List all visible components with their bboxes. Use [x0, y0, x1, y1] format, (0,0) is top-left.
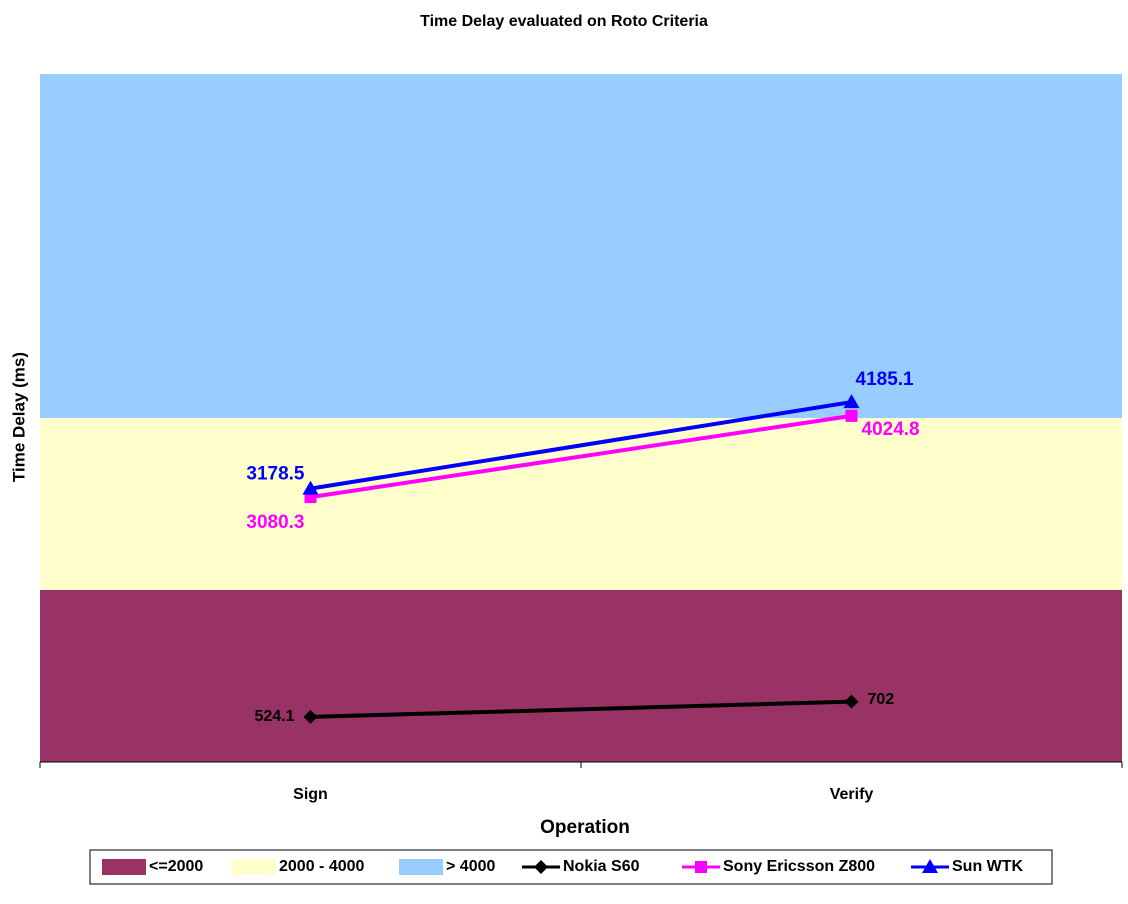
- legend-swatch: [232, 859, 276, 875]
- legend-marker: [534, 860, 548, 874]
- y-axis-label: Time Delay (ms): [9, 352, 28, 482]
- data-point: [843, 394, 860, 409]
- data-point: [302, 480, 319, 495]
- legend-marker: [695, 861, 707, 873]
- data-point: [844, 694, 859, 709]
- data-label: 4024.8: [862, 419, 920, 440]
- data-point: [303, 709, 318, 724]
- legend-label: Sun WTK: [952, 858, 1024, 875]
- data-label: 702: [868, 691, 895, 708]
- band: [40, 590, 1122, 762]
- chart-title: Time Delay evaluated on Roto Criteria: [420, 13, 708, 30]
- legend-label: > 4000: [446, 858, 495, 875]
- legend-label: 2000 - 4000: [279, 858, 365, 875]
- data-label: 3178.5: [246, 464, 305, 485]
- series-line: [310, 699, 852, 719]
- data-label: 524.1: [254, 708, 294, 725]
- legend-label: <=2000: [149, 858, 203, 875]
- legend-swatch: [399, 859, 443, 875]
- legend-swatch: [102, 859, 146, 875]
- legend-label: Sony Ericsson Z800: [723, 858, 875, 875]
- data-label: 3080.3: [246, 512, 304, 533]
- series-line: [310, 413, 852, 500]
- data-label: 4185.1: [856, 369, 915, 390]
- x-tick-label: Sign: [293, 786, 328, 803]
- x-tick-label: Verify: [830, 786, 874, 803]
- legend-label: Nokia S60: [563, 858, 640, 875]
- data-point: [845, 409, 858, 422]
- series-line: [310, 400, 852, 491]
- band: [40, 74, 1122, 418]
- x-axis-label: Operation: [540, 817, 630, 838]
- legend-marker: [922, 859, 938, 873]
